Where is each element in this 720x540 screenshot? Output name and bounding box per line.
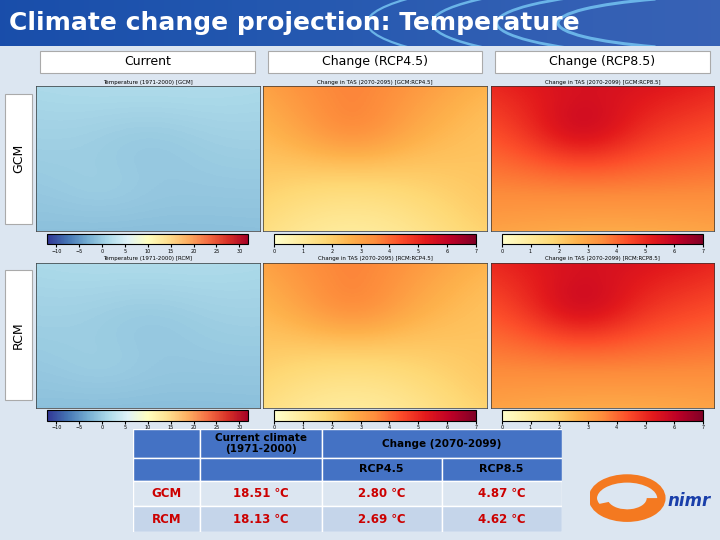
Bar xyxy=(199,481,322,507)
Bar xyxy=(133,481,199,507)
Text: RCP4.5: RCP4.5 xyxy=(359,464,404,474)
Text: Change in TAS (2070-2095) [GCM:RCP4.5]: Change in TAS (2070-2095) [GCM:RCP4.5] xyxy=(318,79,433,85)
Text: Change (RCP4.5): Change (RCP4.5) xyxy=(322,55,428,68)
Text: Change (RCP8.5): Change (RCP8.5) xyxy=(549,55,655,68)
Circle shape xyxy=(609,488,646,509)
Text: Climate change projection: Temperature: Climate change projection: Temperature xyxy=(9,11,580,35)
Text: RCM: RCM xyxy=(152,512,181,525)
Text: 18.51 ℃: 18.51 ℃ xyxy=(233,487,289,500)
Wedge shape xyxy=(595,498,662,518)
Text: Change in TAS (2070-2099) [GCM:RCP8.5]: Change in TAS (2070-2099) [GCM:RCP8.5] xyxy=(544,79,660,85)
Bar xyxy=(268,51,482,73)
Bar xyxy=(441,481,562,507)
Bar xyxy=(322,507,441,532)
Text: nimr: nimr xyxy=(667,492,711,510)
Text: Temperature (1971-2000) [RCM]: Temperature (1971-2000) [RCM] xyxy=(104,256,192,261)
Text: Current climate
(1971-2000): Current climate (1971-2000) xyxy=(215,433,307,455)
Bar xyxy=(322,458,441,481)
Bar xyxy=(322,429,562,458)
Bar xyxy=(322,481,441,507)
Text: 2.80 ℃: 2.80 ℃ xyxy=(358,487,405,500)
Text: GCM: GCM xyxy=(12,144,25,173)
Text: Change (2070-2099): Change (2070-2099) xyxy=(382,438,501,449)
Text: RCM: RCM xyxy=(12,322,25,349)
Text: 2.69 ℃: 2.69 ℃ xyxy=(358,512,405,525)
Text: Change in TAS (2070-2095) [RCM:RCP4.5]: Change in TAS (2070-2095) [RCM:RCP4.5] xyxy=(318,256,433,261)
Bar xyxy=(199,429,322,458)
Text: 18.13 ℃: 18.13 ℃ xyxy=(233,512,289,525)
Text: Current: Current xyxy=(125,55,171,68)
Bar xyxy=(199,458,322,481)
Bar xyxy=(495,51,710,73)
Text: RCP8.5: RCP8.5 xyxy=(480,464,524,474)
Bar xyxy=(133,458,199,481)
Bar xyxy=(133,429,199,458)
Text: 4.62 ℃: 4.62 ℃ xyxy=(478,512,526,525)
Text: Change in TAS (2070-2099) [RCM:RCP8.5]: Change in TAS (2070-2099) [RCM:RCP8.5] xyxy=(545,256,660,261)
Bar xyxy=(441,507,562,532)
Bar xyxy=(133,507,199,532)
Bar xyxy=(40,51,255,73)
Text: GCM: GCM xyxy=(151,487,181,500)
Text: Temperature (1971-2000) [GCM]: Temperature (1971-2000) [GCM] xyxy=(103,79,193,85)
Bar xyxy=(199,507,322,532)
Text: 4.87 ℃: 4.87 ℃ xyxy=(478,487,526,500)
Bar xyxy=(441,458,562,481)
